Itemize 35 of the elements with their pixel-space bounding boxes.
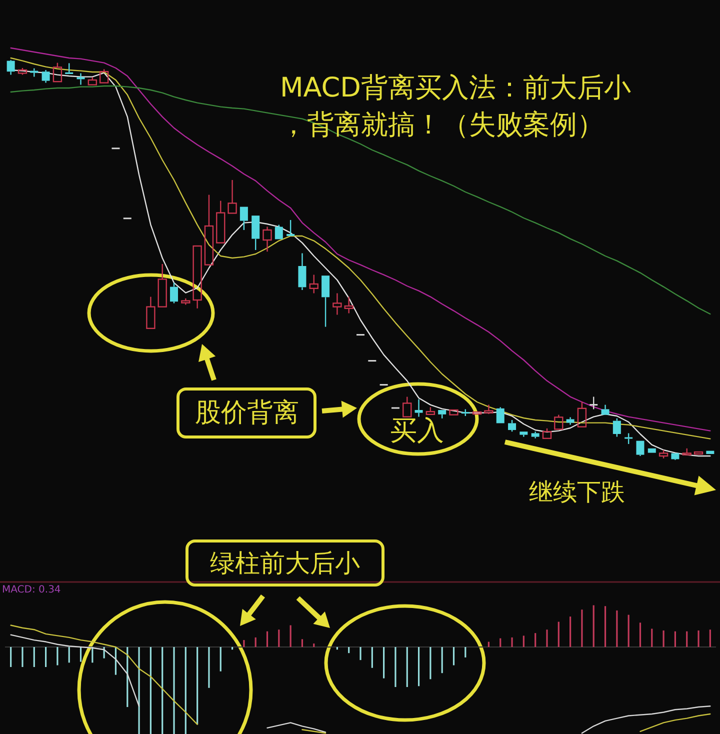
candlestick: [146, 296, 156, 329]
candlestick: [496, 406, 504, 424]
candlestick: [158, 263, 167, 308]
candlestick: [252, 216, 260, 251]
candlestick: [484, 404, 494, 415]
candlestick: [216, 200, 226, 244]
candlestick: [414, 398, 423, 418]
candlestick: [671, 453, 680, 461]
candlestick: [322, 276, 330, 328]
candlestick: [298, 252, 306, 291]
annotation: 绿柱前大后小: [210, 548, 360, 578]
candlestick: [286, 219, 295, 236]
candlestick: [624, 432, 633, 445]
candlestick: [192, 245, 202, 309]
candlestick: [76, 72, 85, 86]
candlestick: [636, 440, 644, 457]
candlestick: [601, 404, 610, 415]
candlestick: [262, 226, 272, 252]
candlestick: [309, 274, 318, 294]
candlestick: [590, 396, 598, 410]
candlestick: [42, 69, 50, 84]
annotation: 继续下跌: [529, 478, 625, 506]
candlestick: [566, 416, 574, 426]
title: MACD背离买入法：前大后小: [280, 72, 631, 104]
candlestick: [228, 179, 237, 214]
candlestick: [520, 432, 528, 438]
candlestick: [65, 62, 74, 74]
candlestick: [344, 296, 354, 314]
annotation: MACD: 0.34: [2, 584, 61, 596]
annotation: 买入: [390, 416, 444, 446]
annotation: 股价背离: [195, 398, 299, 428]
candlestick: [6, 59, 15, 76]
candlestick: [204, 194, 214, 266]
candlestick: [332, 292, 342, 316]
candlestick: [531, 431, 540, 439]
